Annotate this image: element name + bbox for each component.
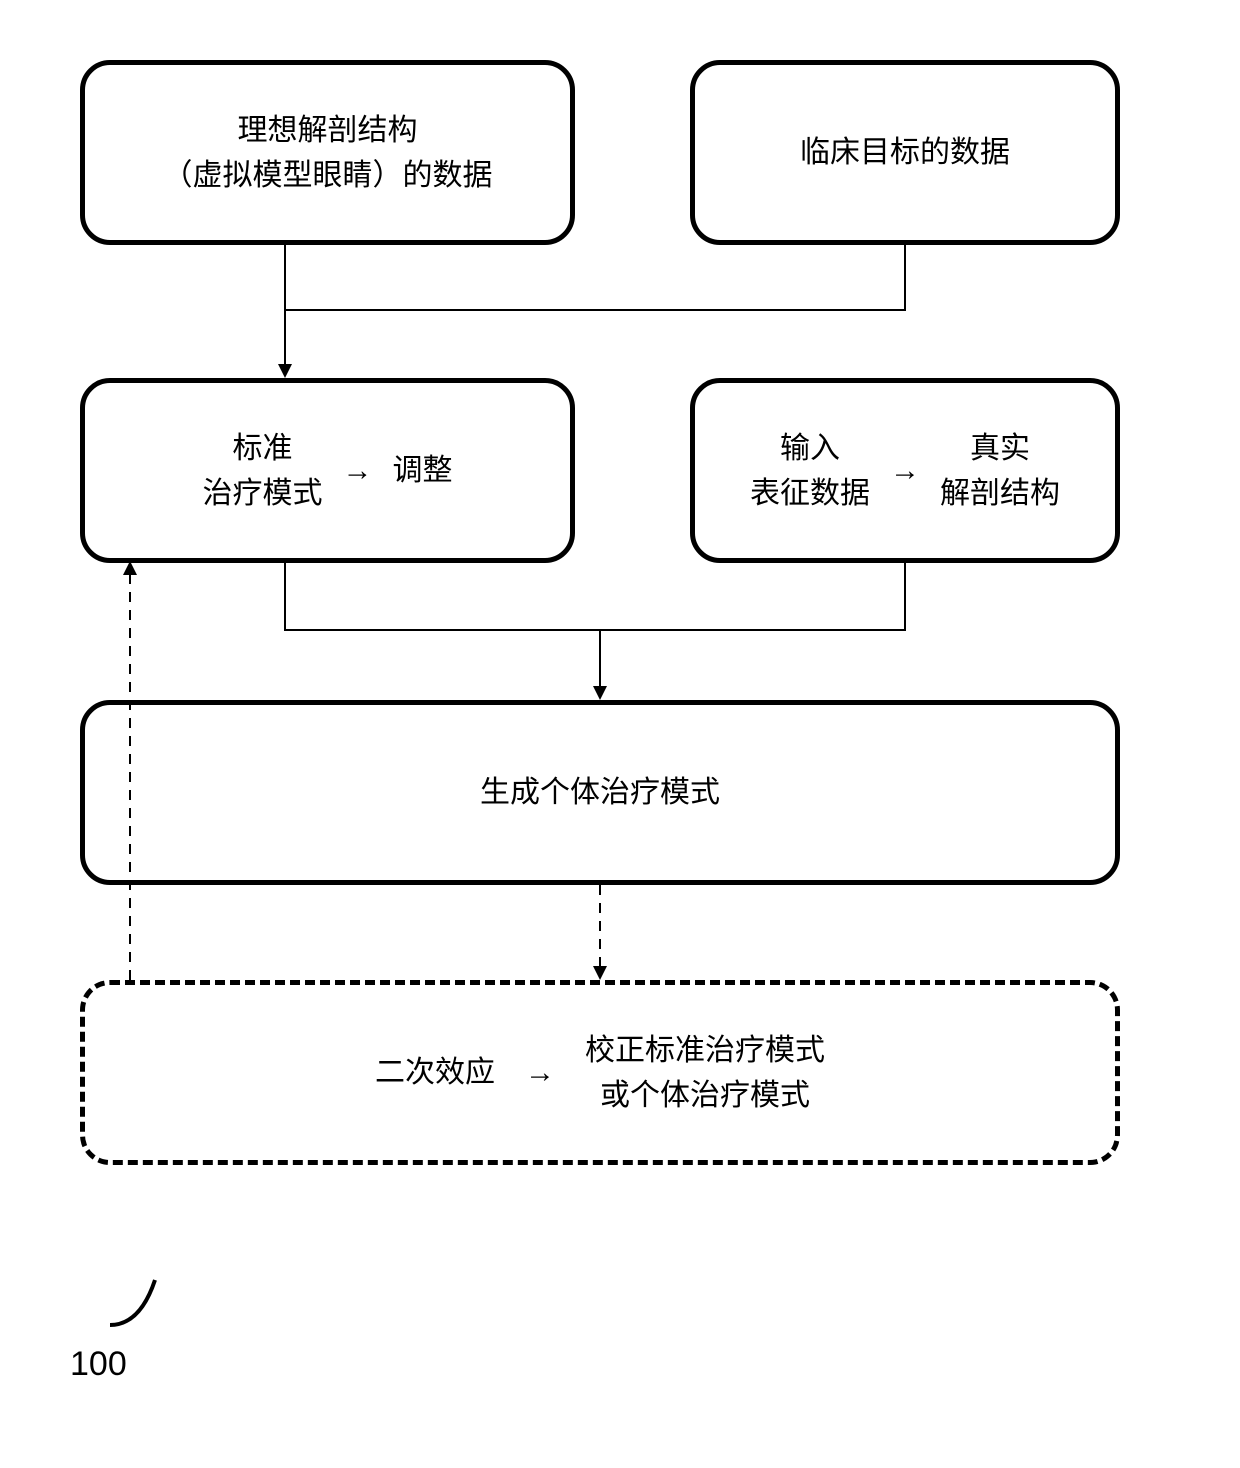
text-line: 理想解剖结构 (163, 108, 493, 153)
text-line: 输入 (750, 426, 870, 471)
text-group: 二次效应 (375, 1050, 495, 1095)
text-group: 真实 解剖结构 (940, 426, 1060, 516)
text-group: 调整 (393, 448, 453, 493)
arrow-right-icon: → (890, 448, 920, 493)
text-line: 标准 (203, 426, 323, 471)
node-generate-individual: 生成个体治疗模式 (80, 700, 1120, 885)
connector-line (285, 563, 600, 630)
node-ideal-anatomy: 理想解剖结构 （虚拟模型眼睛）的数据 (80, 60, 575, 245)
figure-label: 100 (70, 1345, 127, 1384)
text-line: 表征数据 (750, 471, 870, 516)
arrow-right-icon: → (525, 1050, 555, 1095)
text-line: 治疗模式 (203, 471, 323, 516)
node-text: 标准 治疗模式 → 调整 (203, 426, 453, 516)
node-input-data: 输入 表征数据 → 真实 解剖结构 (690, 378, 1120, 563)
text-group: 输入 表征数据 (750, 426, 870, 516)
node-text: 临床目标的数据 (800, 130, 1010, 175)
arrow-right-icon: → (343, 448, 373, 493)
node-text: 二次效应 → 校正标准治疗模式 或个体治疗模式 (375, 1028, 825, 1118)
node-text: 生成个体治疗模式 (480, 770, 720, 815)
node-clinical-target: 临床目标的数据 (690, 60, 1120, 245)
connector-line (600, 563, 905, 630)
text-group: 校正标准治疗模式 或个体治疗模式 (585, 1028, 825, 1118)
text-line: 真实 (940, 426, 1060, 471)
connector-line (285, 245, 905, 310)
text-line: 解剖结构 (940, 471, 1060, 516)
text-line: 校正标准治疗模式 (585, 1028, 825, 1073)
text-line: （虚拟模型眼睛）的数据 (163, 153, 493, 198)
node-secondary-effect: 二次效应 → 校正标准治疗模式 或个体治疗模式 (80, 980, 1120, 1165)
label-curve-icon (100, 1270, 180, 1335)
node-text: 理想解剖结构 （虚拟模型眼睛）的数据 (163, 108, 493, 198)
text-line: 或个体治疗模式 (585, 1073, 825, 1118)
node-standard-treatment: 标准 治疗模式 → 调整 (80, 378, 575, 563)
text-group: 标准 治疗模式 (203, 426, 323, 516)
node-text: 输入 表征数据 → 真实 解剖结构 (750, 426, 1060, 516)
